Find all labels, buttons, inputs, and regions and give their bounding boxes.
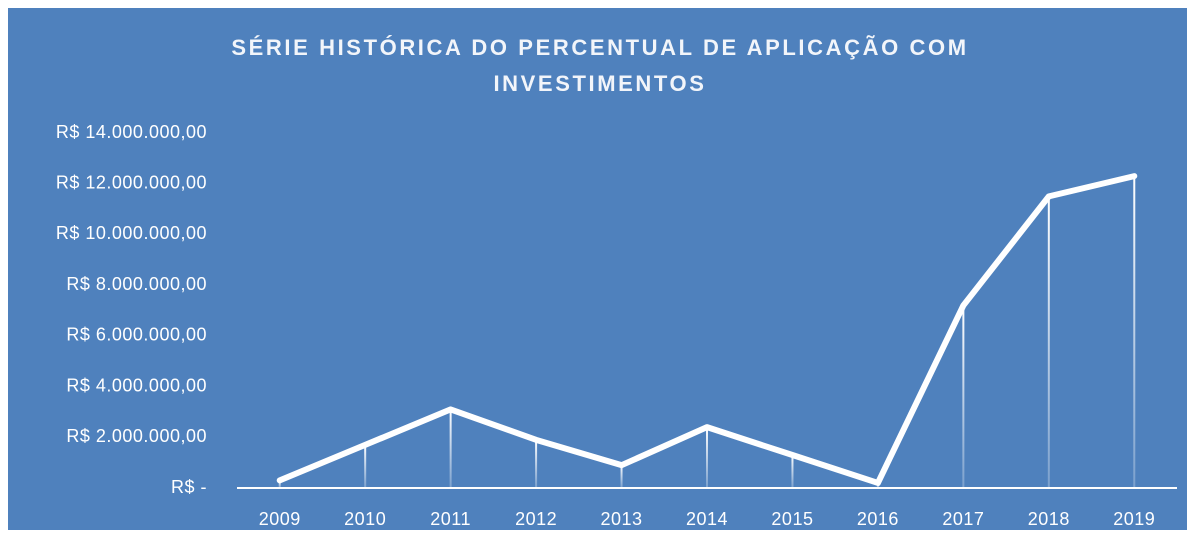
y-tick-label: R$ 4.000.000,00: [66, 375, 207, 395]
drop-line: [278, 480, 281, 488]
drop-line: [620, 465, 623, 488]
drop-line: [791, 455, 794, 488]
x-tick-label: 2016: [857, 509, 899, 529]
y-tick-label: R$ 12.000.000,00: [56, 172, 207, 192]
drop-line: [1047, 196, 1050, 488]
chart-title: SÉRIE HISTÓRICA DO PERCENTUAL DE APLICAÇ…: [231, 35, 969, 96]
y-tick-label: R$ 10.000.000,00: [56, 223, 207, 243]
x-tick-label: 2012: [515, 509, 557, 529]
x-tick-label: 2015: [771, 509, 813, 529]
x-tick-label: 2009: [259, 509, 301, 529]
drop-line: [1133, 176, 1136, 488]
x-tick-label: 2011: [430, 509, 471, 529]
x-tick-label: 2017: [942, 509, 984, 529]
drop-line: [706, 427, 708, 488]
x-tick-label: 2014: [686, 509, 728, 529]
y-tick-label: R$ 6.000.000,00: [66, 325, 207, 345]
x-tick-label: 2010: [344, 509, 386, 529]
drop-line: [535, 439, 538, 488]
data-line: [276, 173, 1138, 486]
drop-line: [364, 444, 367, 488]
drop-line: [962, 305, 965, 488]
y-tick-label: R$ -: [171, 477, 207, 497]
y-tick-label: R$ 8.000.000,00: [66, 274, 207, 294]
y-tick-label: R$ 14.000.000,00: [56, 122, 207, 142]
x-tick-label: 2018: [1028, 509, 1070, 529]
x-tick-label: 2019: [1113, 509, 1155, 529]
drop-line: [449, 409, 452, 488]
y-tick-label: R$ 2.000.000,00: [66, 426, 207, 446]
x-tick-label: 2013: [601, 509, 643, 529]
